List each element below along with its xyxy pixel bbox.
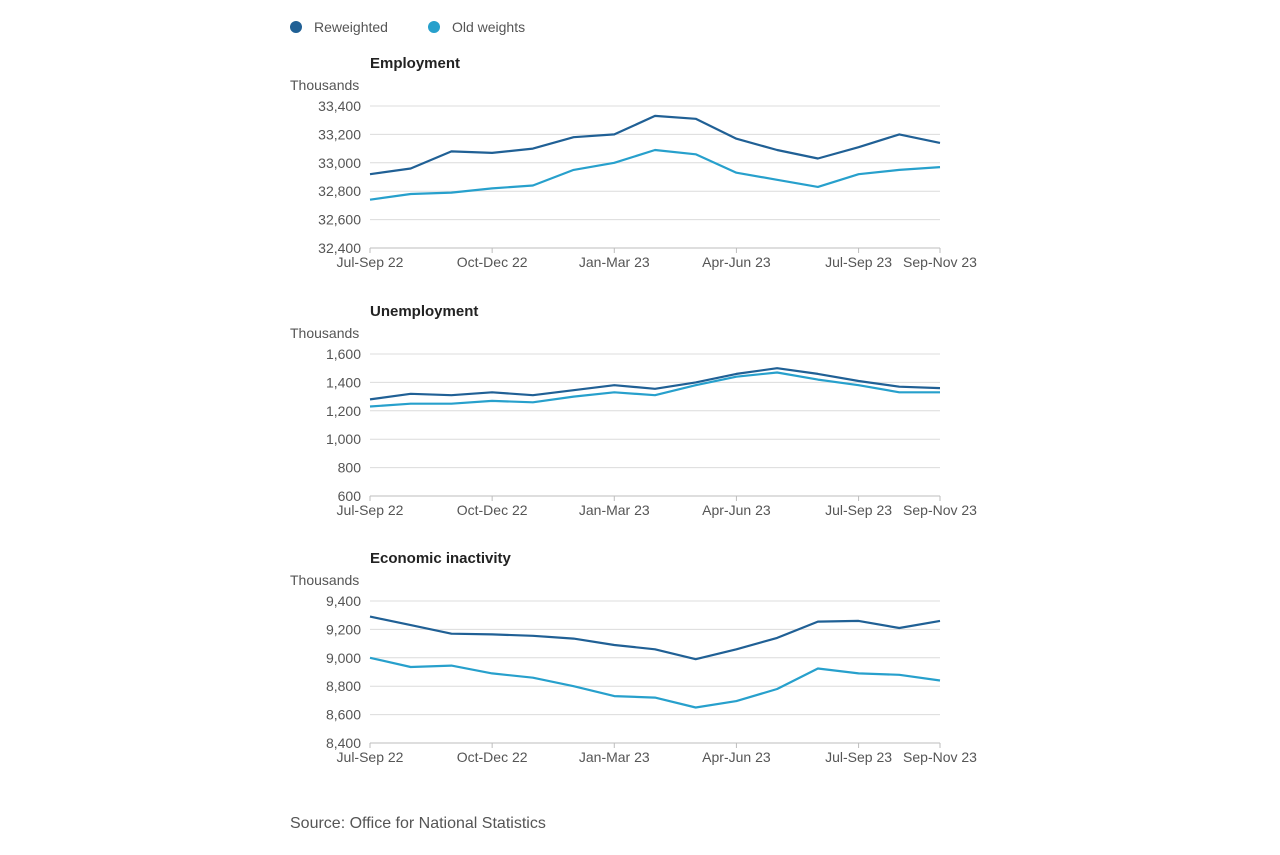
chart-title: Unemployment: [370, 303, 479, 320]
y-tick-label: 1,600: [326, 346, 361, 362]
y-tick-label: 32,800: [318, 183, 361, 199]
series-line-reweighted: [369, 615, 941, 661]
y-tick-label: 9,200: [326, 621, 361, 637]
legend-dot-icon: [427, 21, 440, 33]
x-tick-label: Apr-Jun 23: [702, 749, 771, 765]
legend-item-old-weights: Old weights: [427, 19, 526, 35]
y-tick-label: 1,200: [326, 403, 361, 419]
x-tick-label: Oct-Dec 22: [457, 254, 528, 270]
legend-label: Reweighted: [314, 19, 388, 35]
y-tick-label: 33,000: [318, 155, 361, 171]
y-tick-label: 9,400: [326, 593, 361, 609]
y-axis-unit-label: Thousands: [290, 325, 360, 341]
series-line-reweighted: [369, 367, 941, 401]
x-tick-label: Jul-Sep 23: [825, 254, 892, 270]
x-tick-label: Apr-Jun 23: [702, 254, 771, 270]
x-tick-label: Jan-Mar 23: [579, 749, 650, 765]
x-tick-label: Jul-Sep 22: [337, 254, 404, 270]
source-note: Source: Office for National Statistics: [290, 815, 546, 832]
legend: Reweighted Old weights: [290, 17, 565, 37]
y-tick-label: 33,400: [318, 98, 361, 114]
x-tick-label: Sep-Nov 23: [903, 502, 977, 518]
y-tick-label: 1,000: [326, 431, 361, 447]
series-line-old-weights: [369, 148, 941, 201]
y-tick-label: 8,600: [326, 707, 361, 723]
series-line-reweighted: [369, 114, 941, 176]
y-tick-label: 8,400: [326, 735, 361, 751]
x-tick-label: Apr-Jun 23: [702, 502, 771, 518]
x-tick-label: Jul-Sep 22: [337, 502, 404, 518]
x-tick-label: Sep-Nov 23: [903, 254, 977, 270]
x-tick-label: Oct-Dec 22: [457, 749, 528, 765]
legend-label: Old weights: [451, 19, 526, 35]
chart-title: Economic inactivity: [370, 550, 511, 567]
x-tick-label: Jan-Mar 23: [579, 502, 650, 518]
y-tick-label: 1,400: [326, 374, 361, 390]
x-tick-label: Jan-Mar 23: [579, 254, 650, 270]
legend-dot-icon: [290, 21, 302, 33]
legend-item-reweighted: Reweighted: [290, 19, 388, 35]
y-tick-label: 33,200: [318, 126, 361, 142]
y-tick-label: 600: [338, 488, 362, 504]
y-tick-label: 32,600: [318, 212, 361, 228]
series-line-old-weights: [369, 656, 941, 709]
x-tick-label: Jul-Sep 23: [825, 502, 892, 518]
x-tick-label: Sep-Nov 23: [903, 749, 977, 765]
series-line-old-weights: [369, 371, 940, 408]
y-tick-label: 9,000: [326, 650, 361, 666]
chart-title: Employment: [370, 55, 461, 72]
x-tick-label: Jul-Sep 22: [337, 749, 404, 765]
y-axis-unit-label: Thousands: [290, 77, 360, 93]
y-tick-label: 8,800: [326, 678, 361, 694]
x-tick-label: Oct-Dec 22: [457, 502, 528, 518]
x-tick-label: Jul-Sep 23: [825, 749, 892, 765]
y-tick-label: 800: [338, 460, 362, 476]
y-tick-label: 32,400: [318, 240, 361, 256]
y-axis-unit-label: Thousands: [290, 572, 360, 588]
